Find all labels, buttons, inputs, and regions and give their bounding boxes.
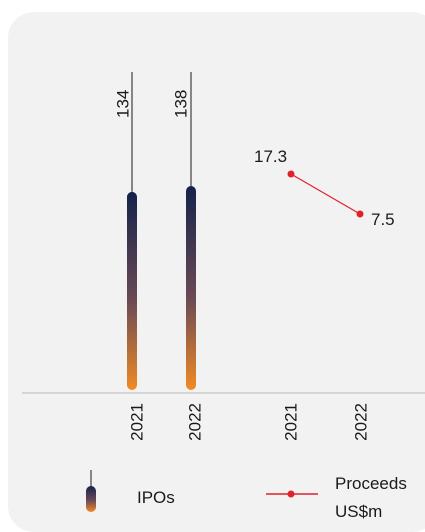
bar-data-label-2021: 134: [113, 90, 132, 118]
legend-proceeds-label-line1: Proceeds: [335, 474, 407, 493]
bar-2022: [186, 186, 196, 390]
bar-2021: [127, 191, 137, 390]
chart-card: [8, 12, 425, 532]
proceeds-line: [290, 173, 361, 215]
bar-tick-label-2021: 2021: [127, 403, 146, 441]
line-data-label-2022: 7.5: [371, 210, 395, 229]
line-tick-label-2021: 2021: [281, 403, 300, 441]
legend-ipos-swatch: [86, 486, 96, 512]
proceeds-point-2021: [287, 170, 295, 178]
line-data-label-2021: 17.3: [254, 147, 287, 166]
legend-ipos-label: IPOs: [137, 488, 175, 507]
bar-tick-label-2022: 2022: [185, 403, 204, 441]
proceeds-point-2022: [356, 210, 364, 218]
legend-proceeds-marker: [287, 490, 295, 498]
legend-proceeds-label-line2: US$m: [335, 502, 382, 521]
line-tick-label-2022: 2022: [351, 403, 370, 441]
legend: IPOs Proceeds US$m: [86, 470, 407, 521]
bar-data-label-2022: 138: [171, 90, 190, 118]
